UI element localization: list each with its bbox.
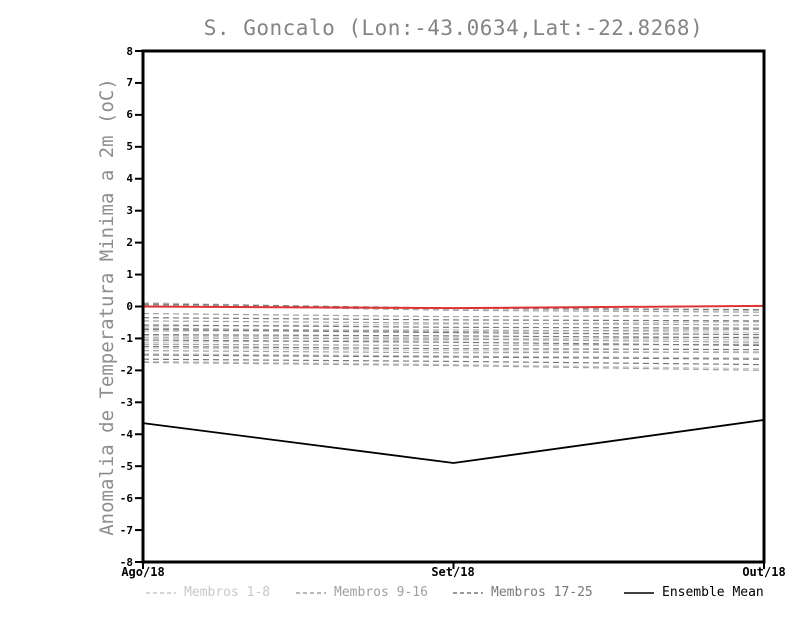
- y-tick-label: 4: [126, 172, 133, 186]
- member-line: [142, 350, 765, 354]
- legend-label: Ensemble Mean: [662, 585, 764, 600]
- legend-entry-membros-1-8: Membros 1-8: [145, 586, 270, 600]
- solid-line-swatch-icon: [624, 592, 654, 594]
- y-tick-label: -3: [119, 395, 133, 409]
- member-line: [142, 327, 765, 333]
- member-line: [142, 343, 765, 347]
- x-tick-label-set: Set/18: [431, 565, 475, 579]
- y-tick-label: 2: [126, 236, 133, 250]
- member-line: [142, 335, 765, 341]
- y-tick-label: 8: [126, 44, 133, 58]
- member-line: [142, 312, 765, 318]
- dashed-line-swatch-icon: [296, 592, 326, 594]
- member-line: [142, 334, 765, 339]
- y-tick-label: 0: [126, 300, 133, 313]
- y-tick-label: -4: [119, 427, 133, 441]
- member-line: [142, 361, 765, 371]
- legend-label: Membros 1-8: [184, 585, 271, 600]
- member-line: [142, 345, 765, 351]
- y-tick-label: 7: [126, 76, 133, 90]
- dashed-line-swatch-icon: [453, 592, 483, 594]
- member-line: [142, 337, 765, 343]
- chart-title: S. Goncalo (Lon:-43.0634,Lat:-22.8268): [203, 16, 704, 40]
- member-line: [142, 328, 765, 336]
- member-line: [142, 339, 765, 347]
- member-line: [142, 358, 765, 366]
- dashed-line-swatch-icon: [146, 592, 176, 594]
- y-tick-label: 6: [126, 108, 133, 122]
- member-line: [142, 347, 765, 354]
- y-tick-label: 1: [126, 268, 133, 282]
- member-line: [142, 320, 765, 326]
- x-tick-label-ago: Ago/18: [121, 565, 165, 579]
- ensemble-mean-line: [142, 419, 765, 464]
- member-line: [142, 353, 765, 359]
- legend-entry-membros-9-16: Membros 9-16: [295, 586, 428, 600]
- y-axis-label: Anomalia de Temperatura Minima a 2m (oC): [96, 78, 118, 536]
- member-line: [142, 317, 765, 322]
- member-line: [142, 354, 765, 360]
- x-tick-label-out: Out/18: [742, 565, 786, 579]
- zero-reference-line: [142, 304, 765, 310]
- y-tick-label: 3: [126, 204, 133, 218]
- member-line: [142, 336, 765, 343]
- legend-entry-ensemble-mean: Ensemble Mean: [623, 586, 764, 600]
- y-tick-label: -1: [119, 331, 133, 345]
- y-tick-label: -5: [119, 459, 133, 473]
- y-tick-label: -7: [119, 523, 133, 537]
- y-tick-label: -2: [119, 363, 133, 377]
- member-line: [142, 360, 765, 370]
- y-tick-label: -8: [119, 555, 133, 569]
- legend-label: Membros 9-16: [334, 585, 428, 600]
- legend-entry-membros-17-25: Membros 17-25: [452, 586, 593, 600]
- y-tick-label: 5: [126, 140, 133, 154]
- member-line: [142, 324, 765, 329]
- legend-label: Membros 17-25: [491, 585, 593, 600]
- y-tick-label: -6: [119, 491, 133, 505]
